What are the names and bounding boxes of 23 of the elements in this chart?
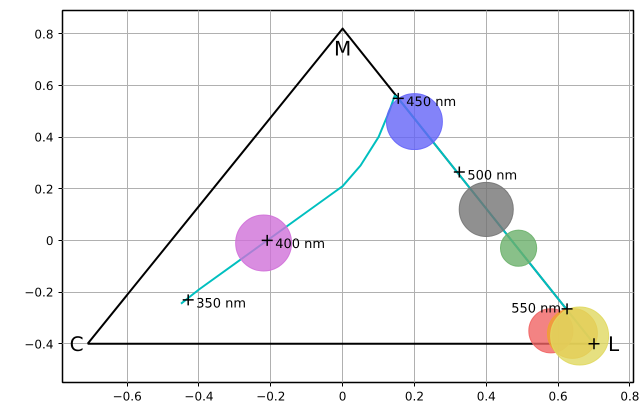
annotation: 350 nm — [196, 296, 246, 312]
x-tick-label: 0.2 — [404, 390, 424, 404]
x-tick-label: 0 — [338, 390, 346, 404]
y-tick-label: 0.6 — [34, 78, 54, 93]
annotation: 450 nm — [406, 94, 456, 110]
x-tick-label: 0.6 — [548, 390, 568, 404]
x-tick-label: −0.4 — [184, 390, 214, 404]
annotation: L — [608, 332, 620, 356]
y-tick-label: −0.2 — [24, 286, 54, 300]
y-tick-label: −0.4 — [24, 337, 54, 352]
annotation: C — [70, 332, 84, 356]
annotation: 400 nm — [275, 236, 326, 252]
annotation: M — [334, 36, 352, 61]
y-tick-label: 0.8 — [34, 27, 54, 42]
x-tick-label: −0.6 — [112, 390, 142, 404]
x-tick-label: 0.8 — [620, 390, 640, 404]
x-tick-label: 0.4 — [476, 390, 496, 404]
y-tick-label: 0 — [46, 234, 54, 248]
annotation: 500 nm — [467, 168, 518, 184]
y-tick-label: 0.4 — [34, 130, 54, 145]
annotation: 550 nm — [511, 301, 562, 316]
y-tick-label: 0.2 — [34, 182, 54, 196]
x-tick-label: −0.2 — [256, 390, 286, 404]
